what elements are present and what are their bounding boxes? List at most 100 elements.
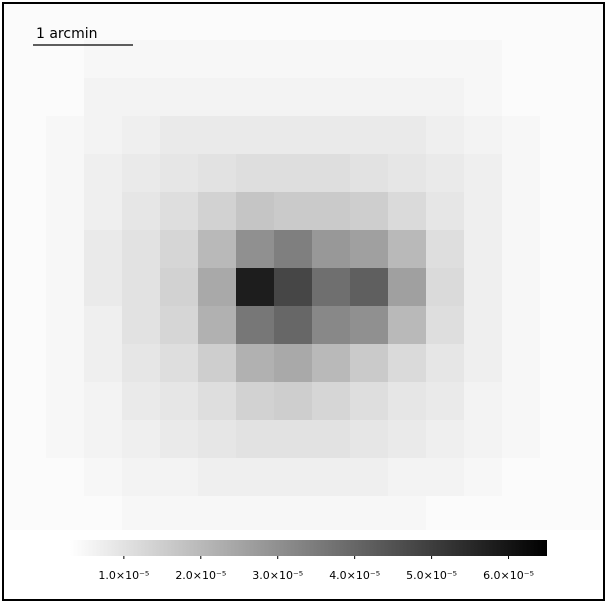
pixel [84, 420, 123, 459]
pixel [388, 496, 427, 535]
pixel [46, 154, 85, 193]
pixel [540, 420, 579, 459]
pixel [502, 78, 541, 117]
pixel [464, 344, 503, 383]
pixel [160, 78, 199, 117]
pixel [46, 382, 85, 421]
colorbar-tick-label: 3.0×10⁻⁵ [252, 569, 303, 582]
pixel [198, 4, 237, 41]
pixel [122, 496, 161, 535]
pixel [426, 192, 465, 231]
pixel [388, 344, 427, 383]
pixel [46, 78, 85, 117]
pixel [8, 230, 47, 269]
pixel [350, 420, 389, 459]
pixel [198, 116, 237, 155]
pixel [46, 306, 85, 345]
pixel [540, 154, 579, 193]
pixel [122, 382, 161, 421]
pixel [350, 344, 389, 383]
pixel [198, 306, 237, 345]
pixel [8, 306, 47, 345]
colorbar-ticks: 1.0×10⁻⁵ 2.0×10⁻⁵ 3.0×10⁻⁵ 4.0×10⁻⁵ 5.0×10⁻⁵… [98, 556, 534, 582]
pixel [198, 230, 237, 269]
pixel [160, 116, 199, 155]
colorbar-tick-label: 2.0×10⁻⁵ [175, 569, 226, 582]
pixel [540, 268, 579, 307]
pixel [84, 344, 123, 383]
pixel [122, 192, 161, 231]
pixel [464, 78, 503, 117]
pixel [350, 78, 389, 117]
pixel [274, 496, 313, 535]
pixel [502, 496, 541, 535]
pixel [388, 40, 427, 79]
pixel [122, 116, 161, 155]
pixel [236, 344, 275, 383]
pixel [350, 154, 389, 193]
pixel [46, 344, 85, 383]
pixel [160, 192, 199, 231]
colorbar-tick-label: 1.0×10⁻⁵ [98, 569, 149, 582]
pixel [274, 306, 313, 345]
pixel [236, 4, 275, 41]
pixel [350, 458, 389, 497]
pixel [312, 154, 351, 193]
pixel [540, 344, 579, 383]
pixel [464, 306, 503, 345]
pixel [46, 40, 85, 79]
pixel [426, 230, 465, 269]
colorbar-tick-label: 6.0×10⁻⁵ [483, 569, 534, 582]
pixel [160, 458, 199, 497]
pixel [8, 382, 47, 421]
pixel [236, 268, 275, 307]
pixel [122, 306, 161, 345]
pixel [312, 268, 351, 307]
pixel [84, 40, 123, 79]
pixel [84, 496, 123, 535]
pixel [464, 154, 503, 193]
pixel [312, 40, 351, 79]
pixel [312, 496, 351, 535]
pixel [198, 420, 237, 459]
pixel [388, 306, 427, 345]
pixel [464, 4, 503, 41]
pixel [160, 306, 199, 345]
pixel [502, 306, 541, 345]
pixel [122, 4, 161, 41]
pixel [426, 40, 465, 79]
pixel [540, 306, 579, 345]
pixel [388, 268, 427, 307]
pixel [426, 4, 465, 41]
pixel [236, 230, 275, 269]
pixel [426, 458, 465, 497]
pixel [122, 78, 161, 117]
pixel [502, 268, 541, 307]
colorbar-tick-label: 5.0×10⁻⁵ [406, 569, 457, 582]
pixel [388, 78, 427, 117]
pixel [274, 458, 313, 497]
pixel [312, 192, 351, 231]
pixel [350, 40, 389, 79]
pixel [502, 192, 541, 231]
pixel [236, 420, 275, 459]
pixel [46, 458, 85, 497]
pixel [464, 192, 503, 231]
pixel [160, 268, 199, 307]
pixel [8, 496, 47, 535]
pixel [388, 230, 427, 269]
pixel [388, 4, 427, 41]
pixel [502, 40, 541, 79]
pixel [464, 230, 503, 269]
pixel [464, 40, 503, 79]
pixel [426, 116, 465, 155]
pixel [198, 382, 237, 421]
pixel [8, 344, 47, 383]
pixel [540, 192, 579, 231]
pixel [84, 4, 123, 41]
pixel [122, 268, 161, 307]
pixel [350, 192, 389, 231]
pixel [122, 40, 161, 79]
pixel [312, 420, 351, 459]
